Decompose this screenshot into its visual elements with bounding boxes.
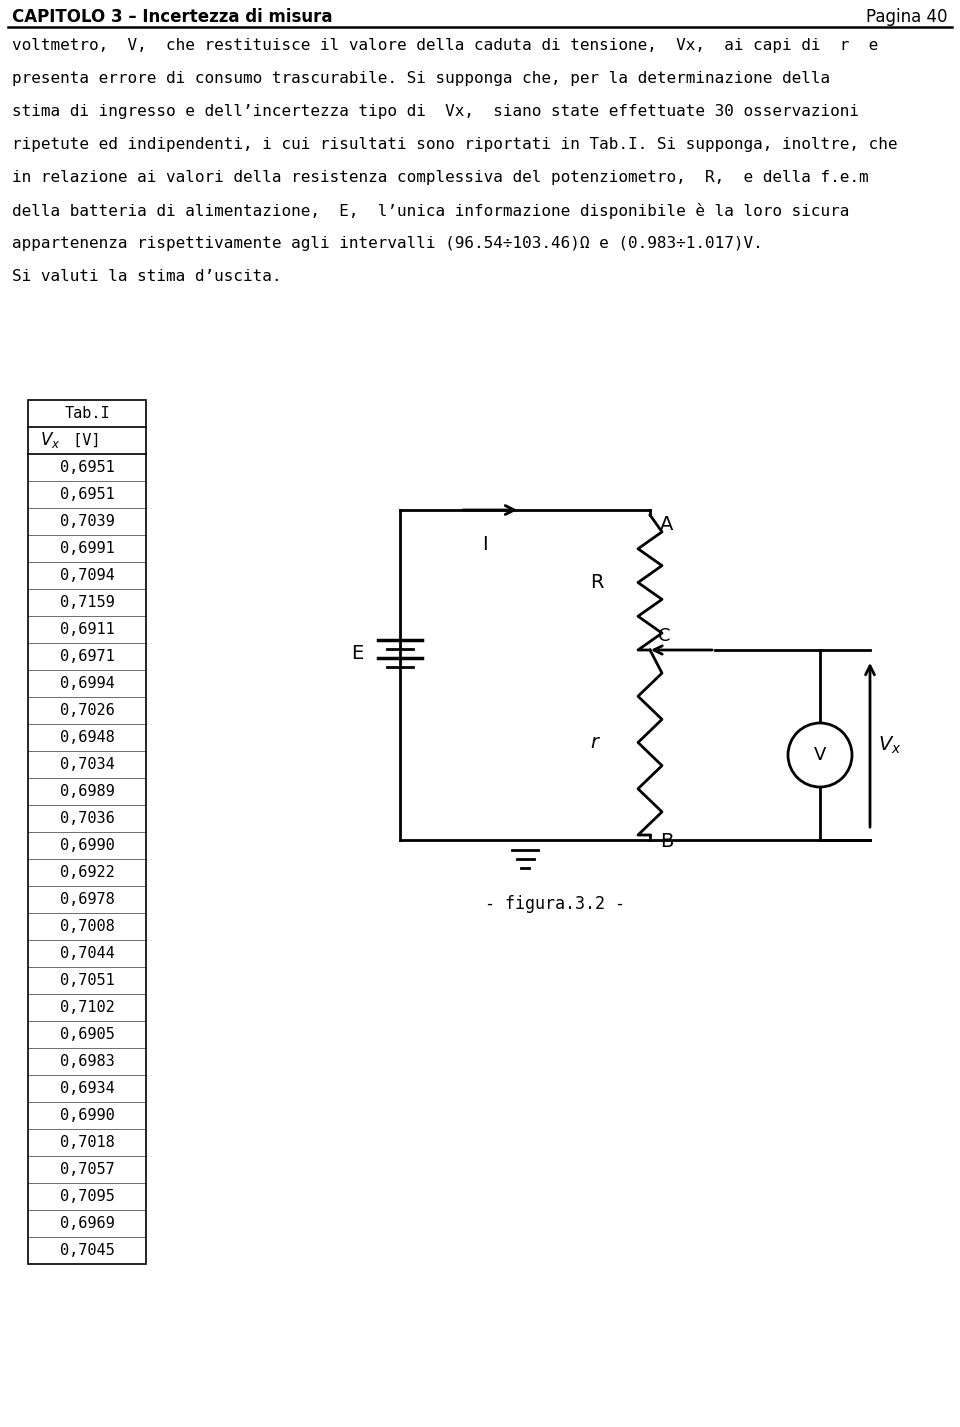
Text: 0,7026: 0,7026 (60, 704, 114, 718)
Bar (28, 400, 146, 1264)
Text: $V_x$: $V_x$ (40, 430, 60, 450)
Text: 0,7102: 0,7102 (60, 1000, 114, 1015)
Text: 0,7094: 0,7094 (60, 568, 114, 584)
Text: stima di ingresso e dell’incertezza tipo di  Vx,  siano state effettuate 30 osse: stima di ingresso e dell’incertezza tipo… (12, 104, 859, 118)
Text: Si valuti la stima d’uscita.: Si valuti la stima d’uscita. (12, 270, 281, 284)
Text: - figura.3.2 -: - figura.3.2 - (485, 895, 625, 913)
Text: 0,6971: 0,6971 (60, 649, 114, 664)
Text: 0,7008: 0,7008 (60, 919, 114, 935)
Text: A: A (660, 515, 673, 534)
Text: 0,6905: 0,6905 (60, 1027, 114, 1042)
Text: voltmetro,  V,  che restituisce il valore della caduta di tensione,  Vx,  ai cap: voltmetro, V, che restituisce il valore … (12, 39, 878, 53)
Text: C: C (658, 626, 670, 645)
Text: 0,6934: 0,6934 (60, 1082, 114, 1096)
Text: Pagina 40: Pagina 40 (867, 9, 948, 26)
Text: 0,6978: 0,6978 (60, 892, 114, 908)
Text: 0,6990: 0,6990 (60, 838, 114, 853)
Text: 0,6911: 0,6911 (60, 622, 114, 636)
Text: 0,7018: 0,7018 (60, 1134, 114, 1150)
Text: 0,7039: 0,7039 (60, 514, 114, 529)
Text: B: B (660, 832, 673, 850)
Text: 0,6983: 0,6983 (60, 1055, 114, 1069)
Text: 0,7095: 0,7095 (60, 1189, 114, 1204)
Text: 0,6994: 0,6994 (60, 676, 114, 691)
Text: 0,6951: 0,6951 (60, 487, 114, 502)
Text: della batteria di alimentazione,  E,  l’unica informazione disponibile è la loro: della batteria di alimentazione, E, l’un… (12, 203, 850, 218)
Text: 0,7045: 0,7045 (60, 1243, 114, 1259)
Text: 0,7044: 0,7044 (60, 946, 114, 960)
Text: appartenenza rispettivamente agli intervalli (96.54÷103.46)Ω e (0.983÷1.017)V.: appartenenza rispettivamente agli interv… (12, 235, 763, 251)
Text: [V]: [V] (64, 432, 101, 448)
Text: 0,6948: 0,6948 (60, 731, 114, 745)
Text: $V_x$: $V_x$ (878, 735, 901, 756)
Text: 0,6991: 0,6991 (60, 541, 114, 557)
Text: CAPITOLO 3 – Incertezza di misura: CAPITOLO 3 – Incertezza di misura (12, 9, 332, 26)
Text: presenta errore di consumo trascurabile. Si supponga che, per la determinazione : presenta errore di consumo trascurabile.… (12, 71, 830, 86)
Text: in relazione ai valori della resistenza complessiva del potenziometro,  R,  e de: in relazione ai valori della resistenza … (12, 170, 869, 186)
Text: 0,7034: 0,7034 (60, 756, 114, 772)
Text: 0,6990: 0,6990 (60, 1107, 114, 1123)
Text: E: E (350, 644, 363, 664)
Text: 0,6922: 0,6922 (60, 865, 114, 880)
Text: 0,7159: 0,7159 (60, 595, 114, 609)
Text: r: r (590, 733, 598, 752)
Text: R: R (590, 574, 604, 592)
Text: 0,6951: 0,6951 (60, 459, 114, 475)
Circle shape (788, 723, 852, 788)
Text: V: V (814, 746, 827, 763)
Text: 0,7057: 0,7057 (60, 1162, 114, 1177)
Text: I: I (482, 535, 488, 554)
Text: 0,6969: 0,6969 (60, 1216, 114, 1232)
Text: 0,6989: 0,6989 (60, 783, 114, 799)
Text: 0,7036: 0,7036 (60, 811, 114, 826)
Text: Tab.I: Tab.I (64, 407, 109, 421)
Text: 0,7051: 0,7051 (60, 973, 114, 987)
Text: ripetute ed indipendenti, i cui risultati sono riportati in Tab.I. Si supponga, : ripetute ed indipendenti, i cui risultat… (12, 137, 898, 153)
